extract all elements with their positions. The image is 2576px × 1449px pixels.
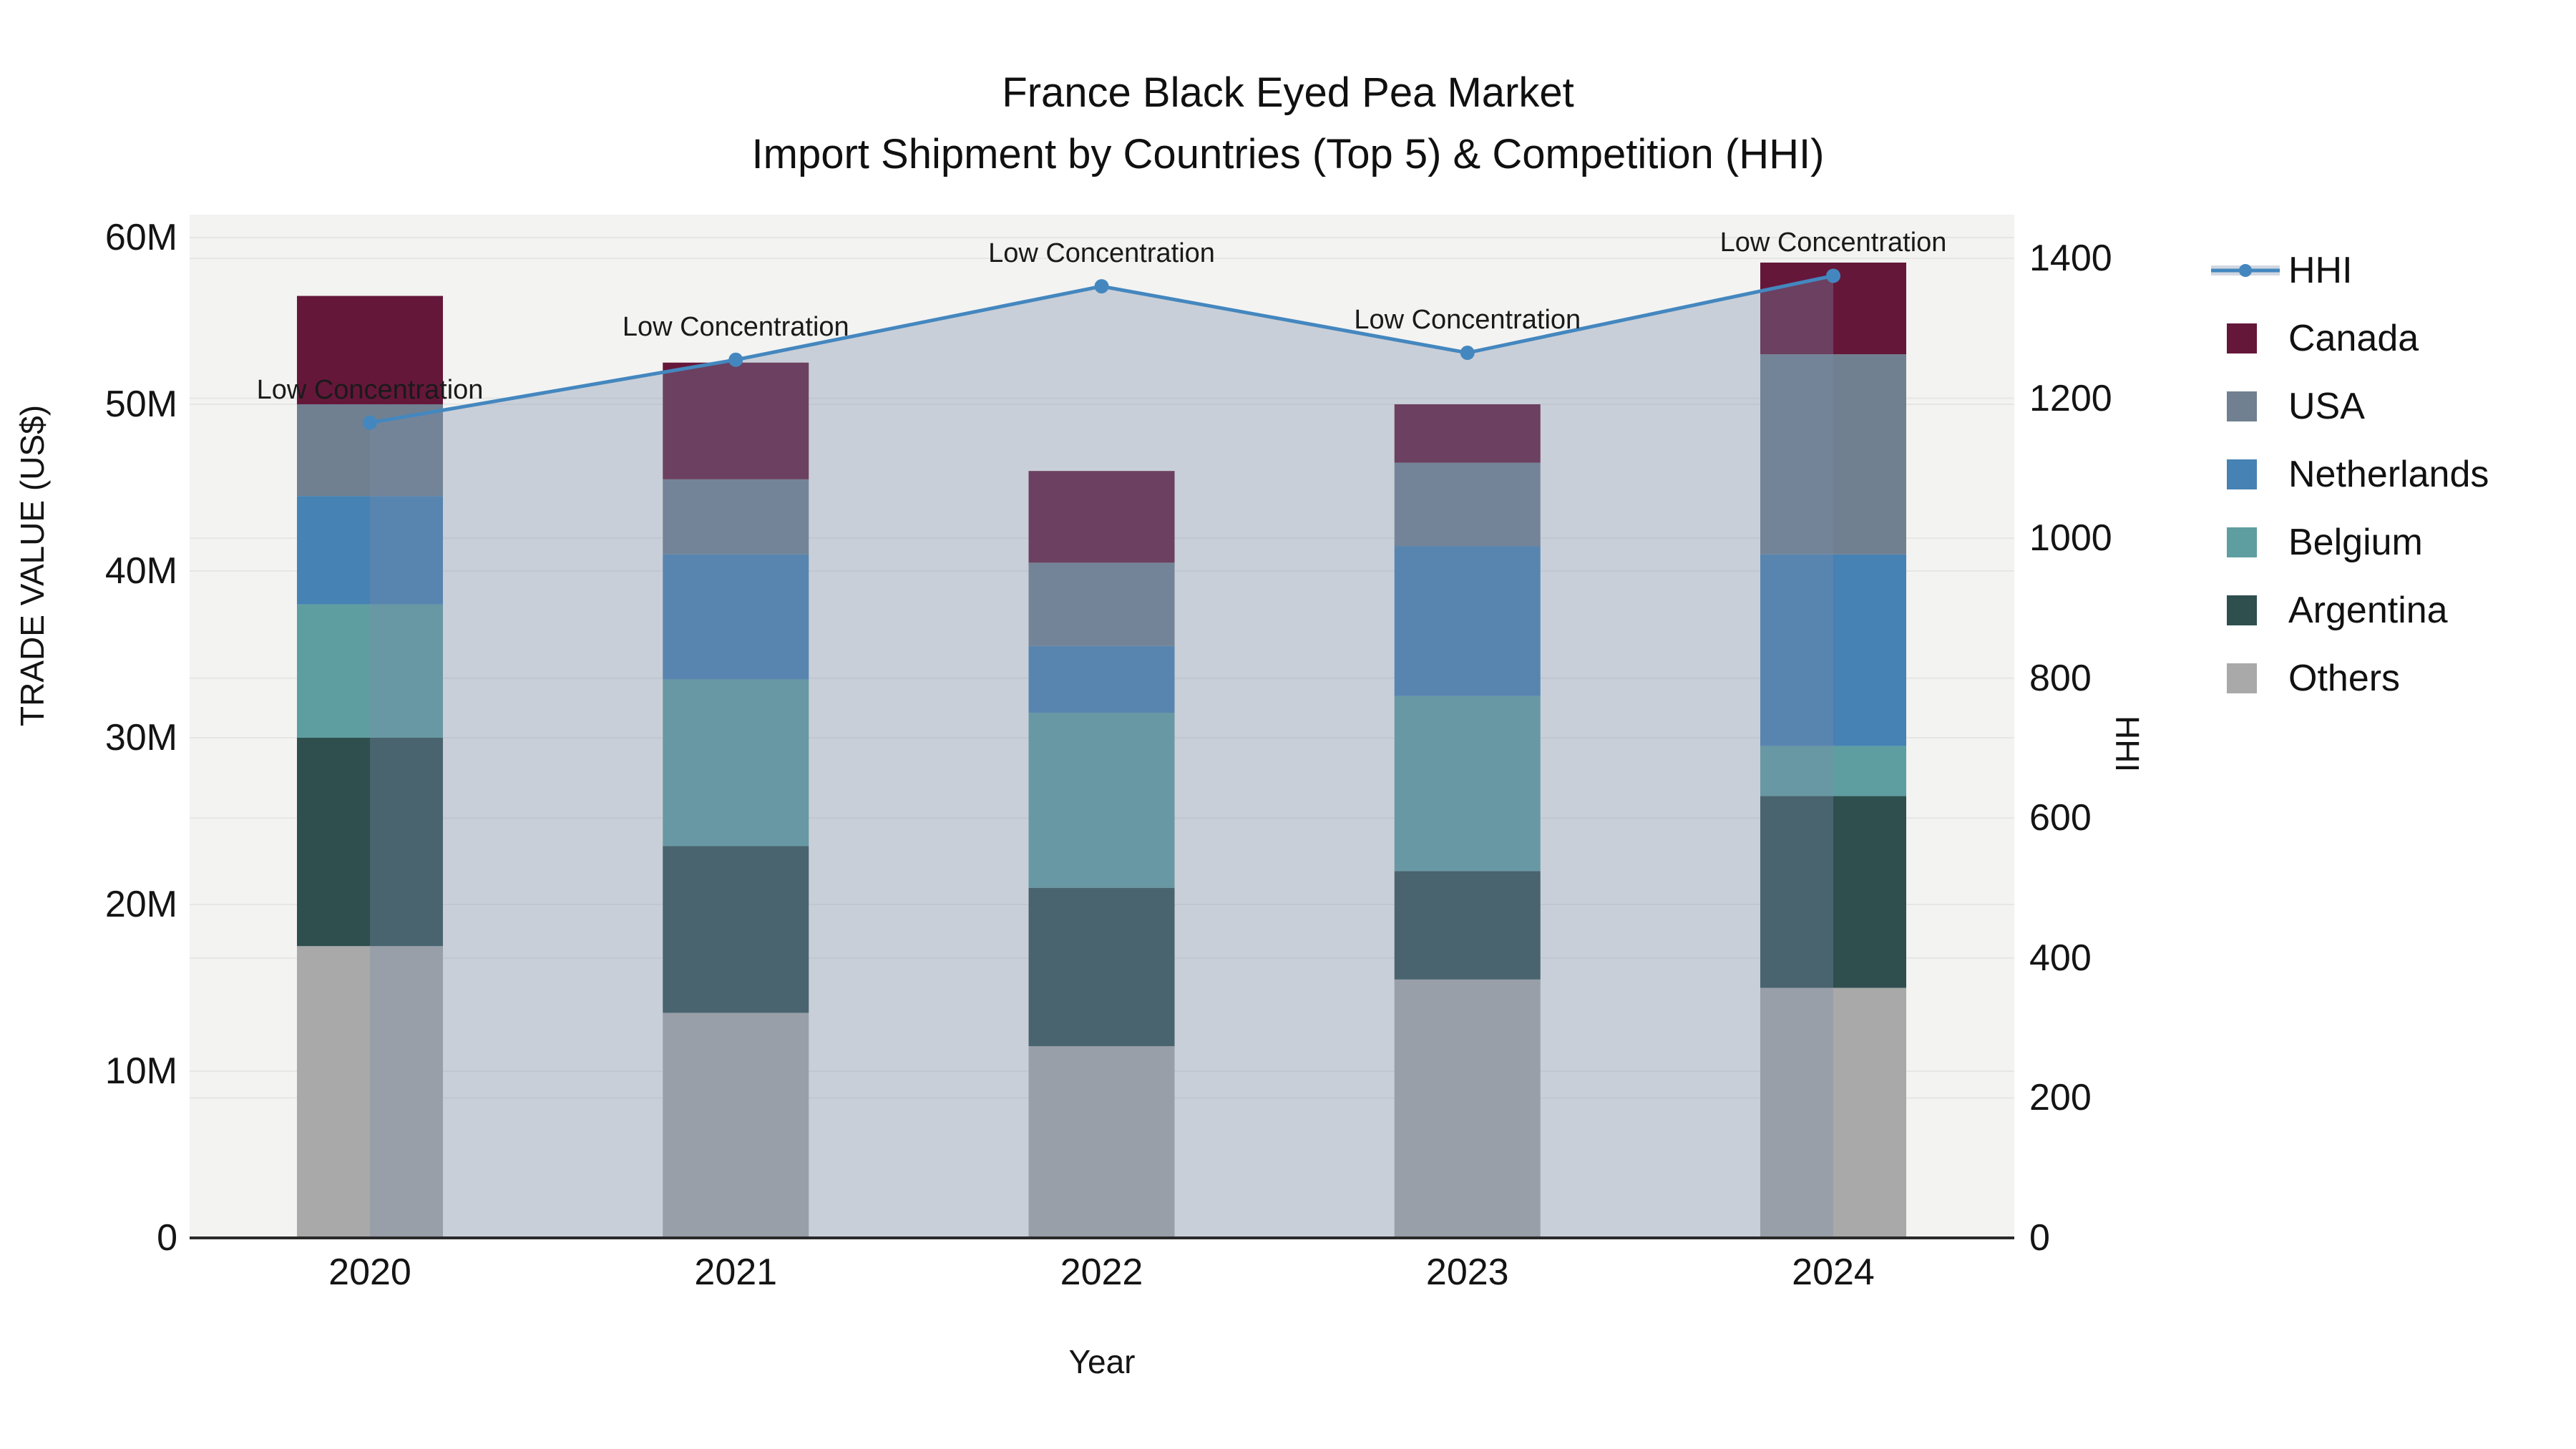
x-axis-title: Year bbox=[1068, 1343, 1136, 1380]
legend-item-hhi[interactable]: HHI bbox=[2208, 236, 2489, 304]
legend-label: Argentina bbox=[2288, 589, 2448, 631]
legend-item-netherlands[interactable]: Netherlands bbox=[2208, 440, 2489, 508]
legend-item-belgium[interactable]: Belgium bbox=[2208, 508, 2489, 576]
hhi-marker-2021[interactable] bbox=[728, 352, 743, 367]
bar-segment-2024-belgium[interactable] bbox=[1760, 746, 1906, 796]
legend-item-argentina[interactable]: Argentina bbox=[2208, 576, 2489, 644]
hhi-marker-2024[interactable] bbox=[1826, 268, 1840, 283]
legend-swatch-icon bbox=[2208, 323, 2288, 353]
y-tick-left-50M: 50M bbox=[104, 384, 177, 425]
y-tick-right-200: 200 bbox=[2029, 1077, 2092, 1119]
bar-segment-2020-argentina[interactable] bbox=[297, 738, 443, 947]
legend-color-swatch bbox=[2227, 459, 2257, 489]
legend-label: Canada bbox=[2288, 317, 2419, 359]
bar-segment-2022-others[interactable] bbox=[1028, 1046, 1175, 1238]
hhi-line-swatch-icon bbox=[2208, 255, 2288, 286]
bar-segment-2023-netherlands[interactable] bbox=[1394, 546, 1541, 696]
bar-segment-2020-belgium[interactable] bbox=[297, 604, 443, 738]
bar-segment-2022-usa[interactable] bbox=[1028, 562, 1175, 646]
y-tick-right-1000: 1000 bbox=[2029, 517, 2112, 560]
y-axis-title: TRADE VALUE (US$) bbox=[14, 404, 51, 726]
y2-axis-title: HHI bbox=[2109, 716, 2146, 773]
bar-segment-2024-argentina[interactable] bbox=[1760, 796, 1906, 988]
y-tick-right-800: 800 bbox=[2029, 657, 2092, 699]
y-tick-right-0: 0 bbox=[2029, 1217, 2050, 1259]
legend-swatch-icon bbox=[2208, 391, 2288, 421]
legend-label: Netherlands bbox=[2288, 453, 2489, 495]
legend-item-usa[interactable]: USA bbox=[2208, 372, 2489, 440]
legend-swatch-icon bbox=[2208, 527, 2288, 557]
bar-segment-2023-argentina[interactable] bbox=[1394, 871, 1541, 980]
bar-segment-2021-belgium[interactable] bbox=[663, 679, 809, 847]
chart-title: France Black Eyed Pea Market bbox=[1002, 69, 1574, 116]
bar-segment-2021-netherlands[interactable] bbox=[663, 554, 809, 680]
y-tick-left-0: 0 bbox=[157, 1217, 177, 1259]
low-concentration-annotation-2023: Low Concentration bbox=[1354, 305, 1581, 335]
legend-swatch-icon bbox=[2208, 595, 2288, 625]
low-concentration-annotation-2022: Low Concentration bbox=[988, 238, 1215, 269]
x-tick-2024: 2024 bbox=[1792, 1252, 1875, 1293]
bar-segment-2023-belgium[interactable] bbox=[1394, 696, 1541, 872]
y-tick-right-400: 400 bbox=[2029, 937, 2092, 979]
bar-segment-2021-others[interactable] bbox=[663, 1013, 809, 1238]
bar-segment-2024-others[interactable] bbox=[1760, 987, 1906, 1239]
legend-item-others[interactable]: Others bbox=[2208, 644, 2489, 712]
bar-segment-2023-usa[interactable] bbox=[1394, 462, 1541, 547]
legend-swatch-icon bbox=[2208, 663, 2288, 693]
hhi-marker-2023[interactable] bbox=[1460, 346, 1475, 361]
y-tick-left-40M: 40M bbox=[104, 550, 177, 592]
y-tick-left-60M: 60M bbox=[104, 217, 177, 258]
legend-color-swatch bbox=[2227, 323, 2257, 353]
legend-label: Belgium bbox=[2288, 521, 2423, 563]
legend: HHI Canada USA Netherlands Belgium Argentina O… bbox=[2208, 236, 2489, 712]
legend-label: Others bbox=[2288, 657, 2401, 699]
low-concentration-annotation-2021: Low Concentration bbox=[622, 311, 849, 342]
hhi-marker-2022[interactable] bbox=[1094, 279, 1109, 294]
bar-segment-2023-others[interactable] bbox=[1394, 979, 1541, 1238]
legend-color-swatch bbox=[2227, 391, 2257, 421]
bar-segment-2024-usa[interactable] bbox=[1760, 354, 1906, 555]
y-tick-left-30M: 30M bbox=[104, 717, 177, 758]
bar-segment-2024-netherlands[interactable] bbox=[1760, 554, 1906, 746]
bar-segment-2021-usa[interactable] bbox=[663, 479, 809, 555]
bar-segment-2021-argentina[interactable] bbox=[663, 846, 809, 1013]
hhi-area-fill bbox=[370, 275, 1833, 1239]
legend-label: USA bbox=[2288, 385, 2365, 427]
y-tick-right-1200: 1200 bbox=[2029, 377, 2112, 419]
bar-segment-2022-canada[interactable] bbox=[1028, 471, 1175, 563]
bar-segment-2022-netherlands[interactable] bbox=[1028, 645, 1175, 713]
bar-segment-2021-canada[interactable] bbox=[663, 362, 809, 479]
x-tick-2020: 2020 bbox=[328, 1252, 411, 1293]
legend-color-swatch bbox=[2227, 663, 2257, 693]
x-tick-2021: 2021 bbox=[694, 1252, 778, 1293]
y-tick-right-600: 600 bbox=[2029, 797, 2092, 839]
hhi-marker-2020[interactable] bbox=[363, 415, 377, 430]
chart-subtitle: Import Shipment by Countries (Top 5) & C… bbox=[751, 131, 1825, 177]
bar-segment-2022-argentina[interactable] bbox=[1028, 887, 1175, 1047]
low-concentration-annotation-2024: Low Concentration bbox=[1719, 228, 1947, 258]
y-tick-left-10M: 10M bbox=[104, 1050, 177, 1092]
x-tick-2022: 2022 bbox=[1060, 1252, 1143, 1293]
bar-segment-2023-canada[interactable] bbox=[1394, 404, 1541, 463]
bar-segment-2020-others[interactable] bbox=[297, 946, 443, 1238]
y-tick-left-20M: 20M bbox=[104, 884, 177, 925]
y-tick-right-1400: 1400 bbox=[2029, 238, 2112, 279]
low-concentration-annotation-2020: Low Concentration bbox=[256, 374, 484, 405]
bar-segment-2020-canada[interactable] bbox=[297, 296, 443, 404]
x-tick-2023: 2023 bbox=[1425, 1252, 1509, 1293]
legend-color-swatch bbox=[2227, 527, 2257, 557]
bar-segment-2022-belgium[interactable] bbox=[1028, 713, 1175, 888]
legend-item-canada[interactable]: Canada bbox=[2208, 304, 2489, 372]
legend-swatch-icon bbox=[2208, 459, 2288, 489]
legend-label: HHI bbox=[2288, 249, 2353, 291]
legend-color-swatch bbox=[2227, 595, 2257, 625]
bar-segment-2020-netherlands[interactable] bbox=[297, 496, 443, 605]
